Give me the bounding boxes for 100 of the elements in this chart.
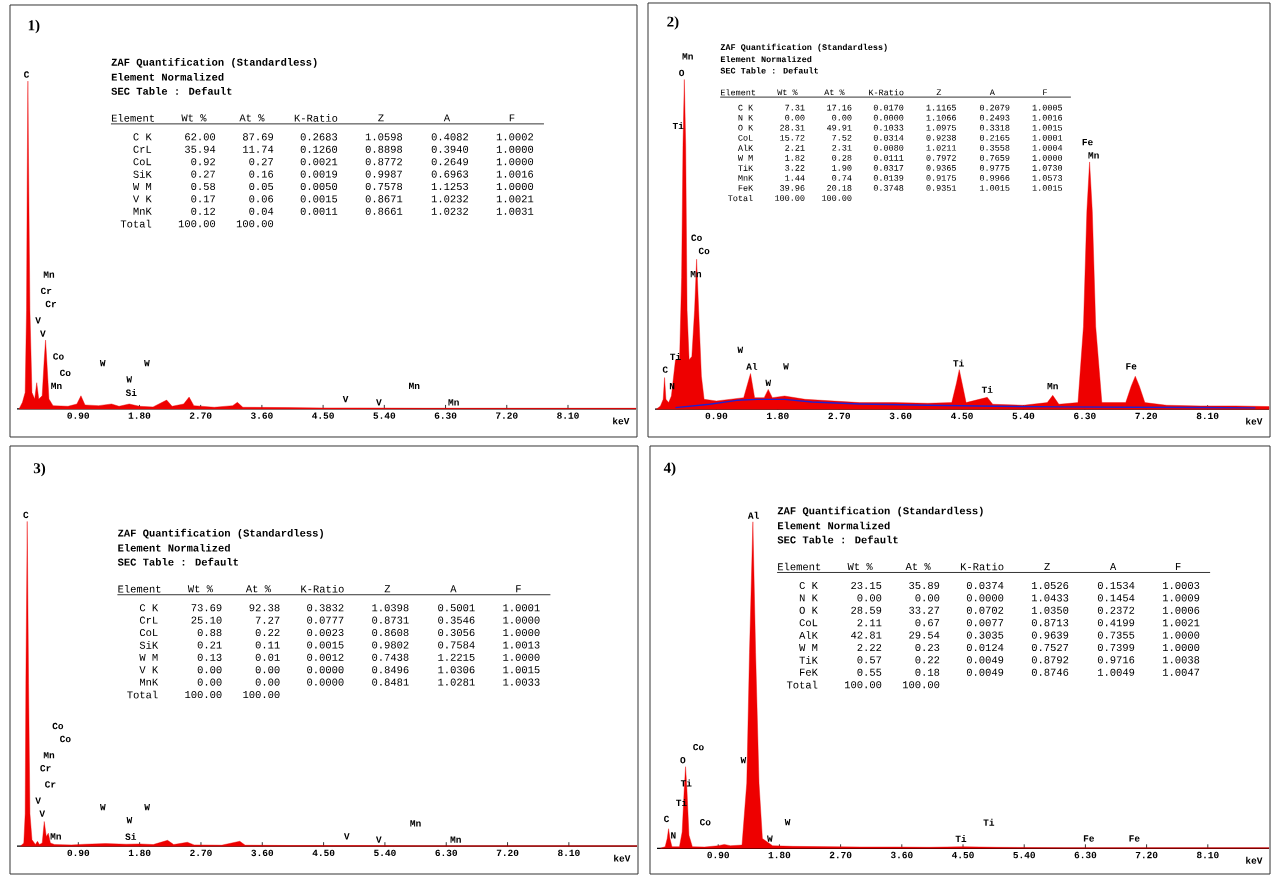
x-tick-label: 5.40 xyxy=(1012,412,1035,420)
annotation: 1.0000 xyxy=(496,145,534,153)
x-axis-title: keV xyxy=(1246,856,1263,864)
x-tick-label: 6.30 xyxy=(434,412,457,419)
annotation: 0.8481 xyxy=(372,678,409,686)
annotation: N K xyxy=(738,114,754,121)
annotation: At % xyxy=(824,89,845,96)
annotation: W xyxy=(144,804,150,811)
annotation: W xyxy=(126,376,133,383)
annotation: 0.0049 xyxy=(966,656,1004,664)
annotation: 1.0975 xyxy=(926,124,956,131)
annotation: Cr xyxy=(40,287,52,295)
annotation: 0.0011 xyxy=(300,207,338,215)
x-tick-label: 1.80 xyxy=(128,849,151,857)
annotation: 42.81 xyxy=(851,631,882,639)
annotation: V xyxy=(376,399,382,406)
annotation: 1.0015 xyxy=(1032,124,1063,131)
x-tick-label: 8.10 xyxy=(558,849,580,857)
annotation: 0.0111 xyxy=(873,154,904,161)
annotation: 1.44 xyxy=(785,175,805,181)
annotation: 0.3940 xyxy=(431,145,469,153)
annotation: 1.0003 xyxy=(1163,581,1200,590)
annotation: SEC Table : Default xyxy=(777,535,898,544)
x-tick-label: 4.50 xyxy=(951,851,974,859)
annotation: 0.0124 xyxy=(966,643,1004,652)
x-tick-label: 4.50 xyxy=(312,849,335,857)
x-tick-label: 0.90 xyxy=(705,412,728,420)
annotation: 0.0023 xyxy=(307,628,344,637)
annotation: W xyxy=(144,359,150,367)
annotation: 0.11 xyxy=(255,641,280,649)
x-tick-label: 8.10 xyxy=(557,412,579,419)
annotation: Mn xyxy=(410,820,421,827)
annotation: 0.28 xyxy=(832,154,852,161)
annotation: Total xyxy=(728,194,753,202)
x-tick-label: 2.70 xyxy=(828,412,851,420)
annotation: Mn xyxy=(50,833,61,840)
annotation: V xyxy=(375,836,382,843)
annotation: C xyxy=(662,366,668,373)
annotation: C K xyxy=(799,581,818,590)
annotation: N xyxy=(669,383,675,390)
annotation: Mn xyxy=(409,382,420,390)
annotation: Co xyxy=(52,722,64,730)
annotation: 1.0730 xyxy=(1032,165,1063,171)
x-tick-label: 0.90 xyxy=(67,412,90,419)
annotation: 100.00 xyxy=(243,690,280,699)
annotation: Element xyxy=(118,584,161,593)
annotation: 0.22 xyxy=(255,628,280,637)
annotation: 7.27 xyxy=(255,616,280,624)
x-tick-label: 0.90 xyxy=(67,849,90,857)
annotation: Ti xyxy=(953,359,964,367)
annotation: 0.0000 xyxy=(873,114,904,121)
annotation: 1.0047 xyxy=(1163,668,1200,676)
annotation: 1.0038 xyxy=(1163,656,1200,664)
annotation: 2.22 xyxy=(857,643,882,651)
x-tick-label: 6.30 xyxy=(1074,412,1096,420)
annotation: 0.2683 xyxy=(300,133,338,141)
annotation: K-Ratio xyxy=(294,114,338,122)
annotation: 0.88 xyxy=(197,628,222,637)
annotation: V K xyxy=(132,195,152,203)
annotation: 0.74 xyxy=(832,175,852,181)
annotation: MnK xyxy=(133,207,152,215)
annotation: Element Normalized xyxy=(778,521,890,530)
annotation: 0.9365 xyxy=(926,165,956,171)
annotation: Z xyxy=(378,114,384,122)
annotation: CoL xyxy=(738,134,753,141)
annotation: 0.06 xyxy=(249,195,274,203)
annotation: Z xyxy=(1044,563,1050,570)
text: SEC Table : Default xyxy=(720,67,818,74)
annotation: V xyxy=(342,395,349,403)
annotation: 0.8661 xyxy=(365,207,403,215)
annotation: 1.1253 xyxy=(431,182,469,191)
x-tick-label: 1.80 xyxy=(767,412,789,420)
annotation: 0.9351 xyxy=(926,185,957,191)
annotation: Wt % xyxy=(847,562,873,570)
annotation: 100.00 xyxy=(178,220,216,228)
annotation: SEC Table : Default xyxy=(111,86,232,95)
annotation: 0.4199 xyxy=(1097,619,1135,627)
annotation: 0.8671 xyxy=(365,195,403,203)
annotation: Cr xyxy=(45,300,57,308)
annotation: A xyxy=(450,585,457,593)
x-tick-label: 1.80 xyxy=(768,851,791,859)
annotation: V xyxy=(343,833,350,840)
annotation: 0.6963 xyxy=(431,170,469,178)
x-tick-label: 5.40 xyxy=(373,412,396,419)
annotation: Co xyxy=(60,735,71,743)
annotation: 0.3035 xyxy=(966,631,1004,639)
annotation: Wt % xyxy=(777,89,798,96)
annotation: Co xyxy=(53,353,64,360)
annotation: 0.1260 xyxy=(300,145,338,153)
x-tick-label: 8.10 xyxy=(1196,412,1219,420)
annotation: 1.0000 xyxy=(1163,631,1200,639)
annotation: Wt % xyxy=(181,114,207,122)
annotation: W M xyxy=(737,155,753,161)
annotation: 0.00 xyxy=(785,114,805,121)
annotation: Element xyxy=(111,114,154,122)
annotation: Element xyxy=(721,89,756,96)
annotation: W xyxy=(99,359,106,367)
x-tick-label: 3.60 xyxy=(889,412,912,420)
annotation: 35.94 xyxy=(185,145,216,153)
annotation: 0.3546 xyxy=(438,616,475,624)
